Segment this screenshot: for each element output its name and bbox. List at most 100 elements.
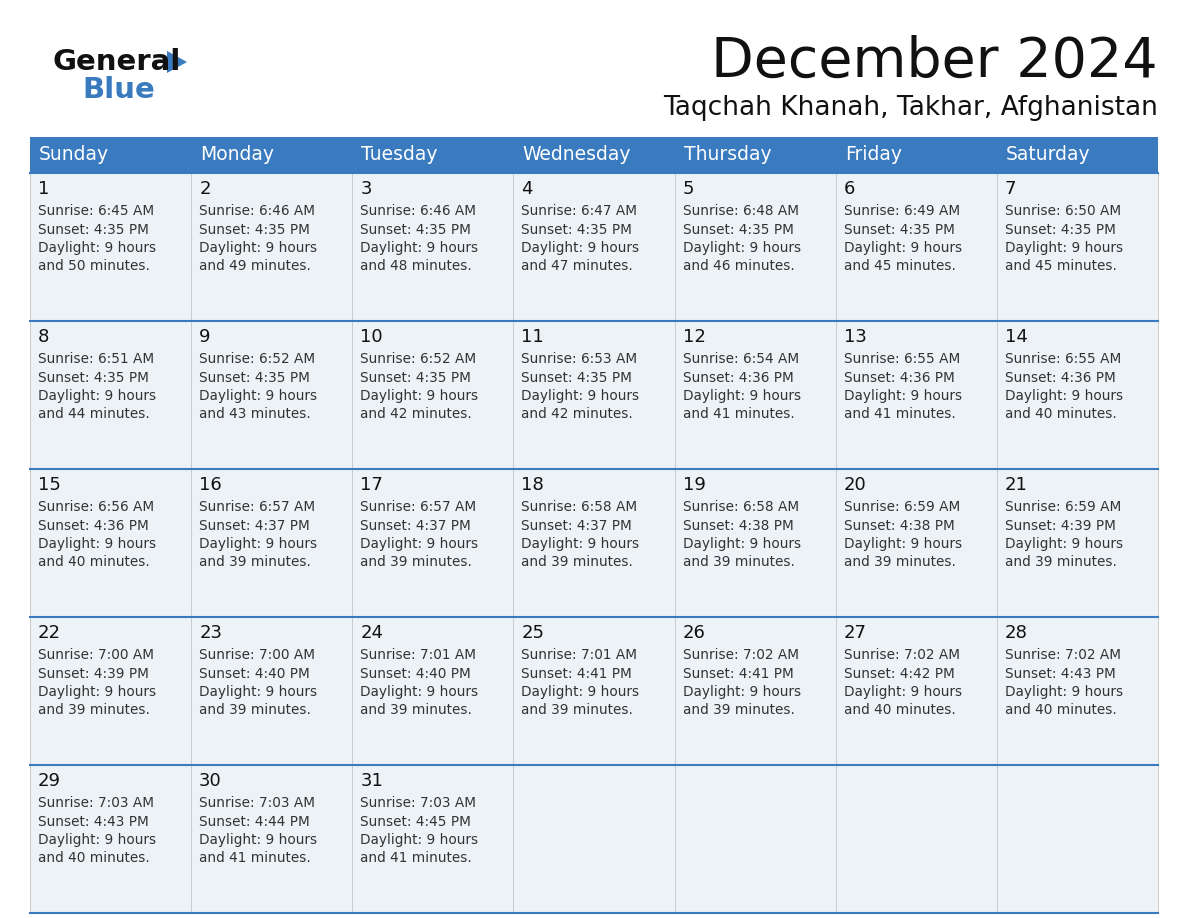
Text: Taqchah Khanah, Takhar, Afghanistan: Taqchah Khanah, Takhar, Afghanistan — [663, 95, 1158, 121]
Bar — [675, 321, 835, 469]
Text: Daylight: 9 hours: Daylight: 9 hours — [200, 389, 317, 403]
Bar — [353, 321, 513, 469]
Bar — [675, 617, 835, 765]
Bar — [191, 617, 353, 765]
Text: 18: 18 — [522, 476, 544, 494]
Bar — [30, 765, 191, 913]
Text: and 41 minutes.: and 41 minutes. — [360, 852, 472, 866]
Text: 13: 13 — [843, 328, 866, 346]
Text: 11: 11 — [522, 328, 544, 346]
Text: and 39 minutes.: and 39 minutes. — [683, 555, 795, 569]
Bar — [835, 617, 997, 765]
Text: Daylight: 9 hours: Daylight: 9 hours — [38, 389, 156, 403]
Text: and 46 minutes.: and 46 minutes. — [683, 260, 795, 274]
Text: Sunset: 4:43 PM: Sunset: 4:43 PM — [38, 814, 148, 829]
Text: Daylight: 9 hours: Daylight: 9 hours — [360, 241, 479, 255]
Text: 15: 15 — [38, 476, 61, 494]
Text: Sunset: 4:35 PM: Sunset: 4:35 PM — [38, 222, 148, 237]
Text: Daylight: 9 hours: Daylight: 9 hours — [843, 537, 962, 551]
Bar — [997, 173, 1158, 321]
Text: and 42 minutes.: and 42 minutes. — [522, 408, 633, 421]
Text: 23: 23 — [200, 624, 222, 642]
Text: Tuesday: Tuesday — [361, 145, 438, 164]
Text: Sunset: 4:35 PM: Sunset: 4:35 PM — [522, 371, 632, 385]
Text: Sunset: 4:36 PM: Sunset: 4:36 PM — [843, 371, 954, 385]
Text: Sunset: 4:45 PM: Sunset: 4:45 PM — [360, 814, 472, 829]
Text: 6: 6 — [843, 180, 855, 198]
Text: Daylight: 9 hours: Daylight: 9 hours — [1005, 241, 1123, 255]
Bar — [997, 765, 1158, 913]
Text: Sunrise: 6:57 AM: Sunrise: 6:57 AM — [200, 500, 315, 514]
Text: Sunset: 4:35 PM: Sunset: 4:35 PM — [200, 222, 310, 237]
Text: and 47 minutes.: and 47 minutes. — [522, 260, 633, 274]
Text: Daylight: 9 hours: Daylight: 9 hours — [38, 241, 156, 255]
Text: 10: 10 — [360, 328, 383, 346]
Bar — [675, 137, 835, 173]
Bar — [513, 765, 675, 913]
Text: Sunset: 4:40 PM: Sunset: 4:40 PM — [200, 666, 310, 680]
Text: and 39 minutes.: and 39 minutes. — [200, 703, 311, 718]
Text: General: General — [52, 48, 181, 76]
Text: 4: 4 — [522, 180, 533, 198]
Text: Sunrise: 6:52 AM: Sunrise: 6:52 AM — [200, 352, 315, 366]
Text: and 39 minutes.: and 39 minutes. — [360, 703, 472, 718]
Text: Sunset: 4:35 PM: Sunset: 4:35 PM — [843, 222, 955, 237]
Text: and 40 minutes.: and 40 minutes. — [1005, 703, 1117, 718]
Text: 29: 29 — [38, 772, 61, 790]
Text: Daylight: 9 hours: Daylight: 9 hours — [843, 389, 962, 403]
Bar — [835, 173, 997, 321]
Text: Sunset: 4:37 PM: Sunset: 4:37 PM — [360, 519, 470, 532]
Text: Sunrise: 6:53 AM: Sunrise: 6:53 AM — [522, 352, 638, 366]
Text: Daylight: 9 hours: Daylight: 9 hours — [683, 389, 801, 403]
Text: Sunrise: 7:02 AM: Sunrise: 7:02 AM — [843, 648, 960, 662]
Text: and 45 minutes.: and 45 minutes. — [843, 260, 955, 274]
Bar — [513, 173, 675, 321]
Bar — [997, 321, 1158, 469]
Text: Sunrise: 6:56 AM: Sunrise: 6:56 AM — [38, 500, 154, 514]
Bar — [675, 765, 835, 913]
Text: and 41 minutes.: and 41 minutes. — [843, 408, 955, 421]
Text: Sunrise: 6:48 AM: Sunrise: 6:48 AM — [683, 204, 798, 218]
Bar — [30, 617, 191, 765]
Text: Sunset: 4:37 PM: Sunset: 4:37 PM — [522, 519, 632, 532]
Text: Daylight: 9 hours: Daylight: 9 hours — [38, 833, 156, 847]
Text: 27: 27 — [843, 624, 867, 642]
Bar — [30, 173, 191, 321]
Bar — [675, 173, 835, 321]
Text: Sunrise: 6:58 AM: Sunrise: 6:58 AM — [522, 500, 638, 514]
Bar — [513, 137, 675, 173]
Text: 21: 21 — [1005, 476, 1028, 494]
Text: Sunrise: 6:59 AM: Sunrise: 6:59 AM — [843, 500, 960, 514]
Text: Sunrise: 6:46 AM: Sunrise: 6:46 AM — [360, 204, 476, 218]
Bar — [513, 617, 675, 765]
Text: and 39 minutes.: and 39 minutes. — [1005, 555, 1117, 569]
Polygon shape — [168, 51, 187, 73]
Text: December 2024: December 2024 — [712, 35, 1158, 89]
Text: Daylight: 9 hours: Daylight: 9 hours — [522, 389, 639, 403]
Text: Sunrise: 7:03 AM: Sunrise: 7:03 AM — [38, 796, 154, 810]
Text: and 40 minutes.: and 40 minutes. — [38, 852, 150, 866]
Text: Sunset: 4:36 PM: Sunset: 4:36 PM — [38, 519, 148, 532]
Text: Sunrise: 6:49 AM: Sunrise: 6:49 AM — [843, 204, 960, 218]
Text: Sunrise: 6:52 AM: Sunrise: 6:52 AM — [360, 352, 476, 366]
Text: 1: 1 — [38, 180, 50, 198]
Text: Daylight: 9 hours: Daylight: 9 hours — [683, 685, 801, 699]
Text: Monday: Monday — [200, 145, 274, 164]
Text: and 39 minutes.: and 39 minutes. — [522, 555, 633, 569]
Bar — [513, 469, 675, 617]
Bar — [30, 137, 191, 173]
Text: and 39 minutes.: and 39 minutes. — [200, 555, 311, 569]
Text: Sunrise: 6:55 AM: Sunrise: 6:55 AM — [843, 352, 960, 366]
Text: Sunrise: 6:50 AM: Sunrise: 6:50 AM — [1005, 204, 1121, 218]
Text: Daylight: 9 hours: Daylight: 9 hours — [522, 241, 639, 255]
Text: 5: 5 — [683, 180, 694, 198]
Text: and 50 minutes.: and 50 minutes. — [38, 260, 150, 274]
Text: Daylight: 9 hours: Daylight: 9 hours — [360, 685, 479, 699]
Text: Sunset: 4:35 PM: Sunset: 4:35 PM — [360, 371, 472, 385]
Text: and 39 minutes.: and 39 minutes. — [522, 703, 633, 718]
Text: 3: 3 — [360, 180, 372, 198]
Text: Sunrise: 6:45 AM: Sunrise: 6:45 AM — [38, 204, 154, 218]
Text: Sunset: 4:35 PM: Sunset: 4:35 PM — [1005, 222, 1116, 237]
Text: Daylight: 9 hours: Daylight: 9 hours — [38, 537, 156, 551]
Text: Daylight: 9 hours: Daylight: 9 hours — [522, 537, 639, 551]
